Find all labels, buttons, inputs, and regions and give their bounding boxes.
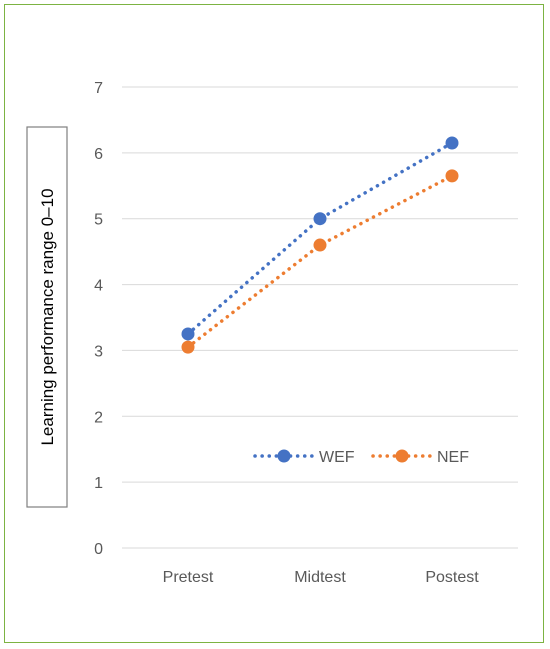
series-group xyxy=(181,136,459,354)
y-axis-ticks: 0 1 2 3 4 5 6 7 xyxy=(94,80,103,558)
data-point-nef xyxy=(445,169,459,183)
y-tick-label: 6 xyxy=(94,146,103,163)
x-tick-label: Midtest xyxy=(294,569,346,586)
series-line-nef xyxy=(186,174,454,349)
y-axis-label-box: Learning performance range 0–10 xyxy=(26,126,68,508)
y-tick-label: 0 xyxy=(94,541,103,558)
series-line-wef xyxy=(186,141,454,336)
x-tick-label: Pretest xyxy=(163,569,214,586)
gridlines xyxy=(122,86,518,549)
x-axis-ticks: Pretest Midtest Postest xyxy=(163,569,480,586)
x-tick-label: Postest xyxy=(425,569,479,586)
data-point-nef xyxy=(181,340,195,354)
data-point-wef xyxy=(313,212,327,226)
legend-label: WEF xyxy=(319,449,355,466)
y-tick-label: 4 xyxy=(94,278,103,295)
y-tick-label: 7 xyxy=(94,80,103,97)
data-point-wef xyxy=(181,327,195,341)
y-axis-label: Learning performance range 0–10 xyxy=(38,188,57,445)
data-point-wef xyxy=(445,136,459,150)
legend-swatch-marker xyxy=(395,449,409,463)
y-tick-label: 2 xyxy=(94,409,103,426)
data-point-nef xyxy=(313,238,327,252)
y-tick-label: 1 xyxy=(94,475,103,492)
legend-label: NEF xyxy=(437,449,469,466)
y-tick-label: 5 xyxy=(94,212,103,229)
chart-frame xyxy=(4,4,544,643)
y-tick-label: 3 xyxy=(94,343,103,360)
legend: WEF NEF xyxy=(253,449,469,466)
legend-swatch-marker xyxy=(277,449,291,463)
